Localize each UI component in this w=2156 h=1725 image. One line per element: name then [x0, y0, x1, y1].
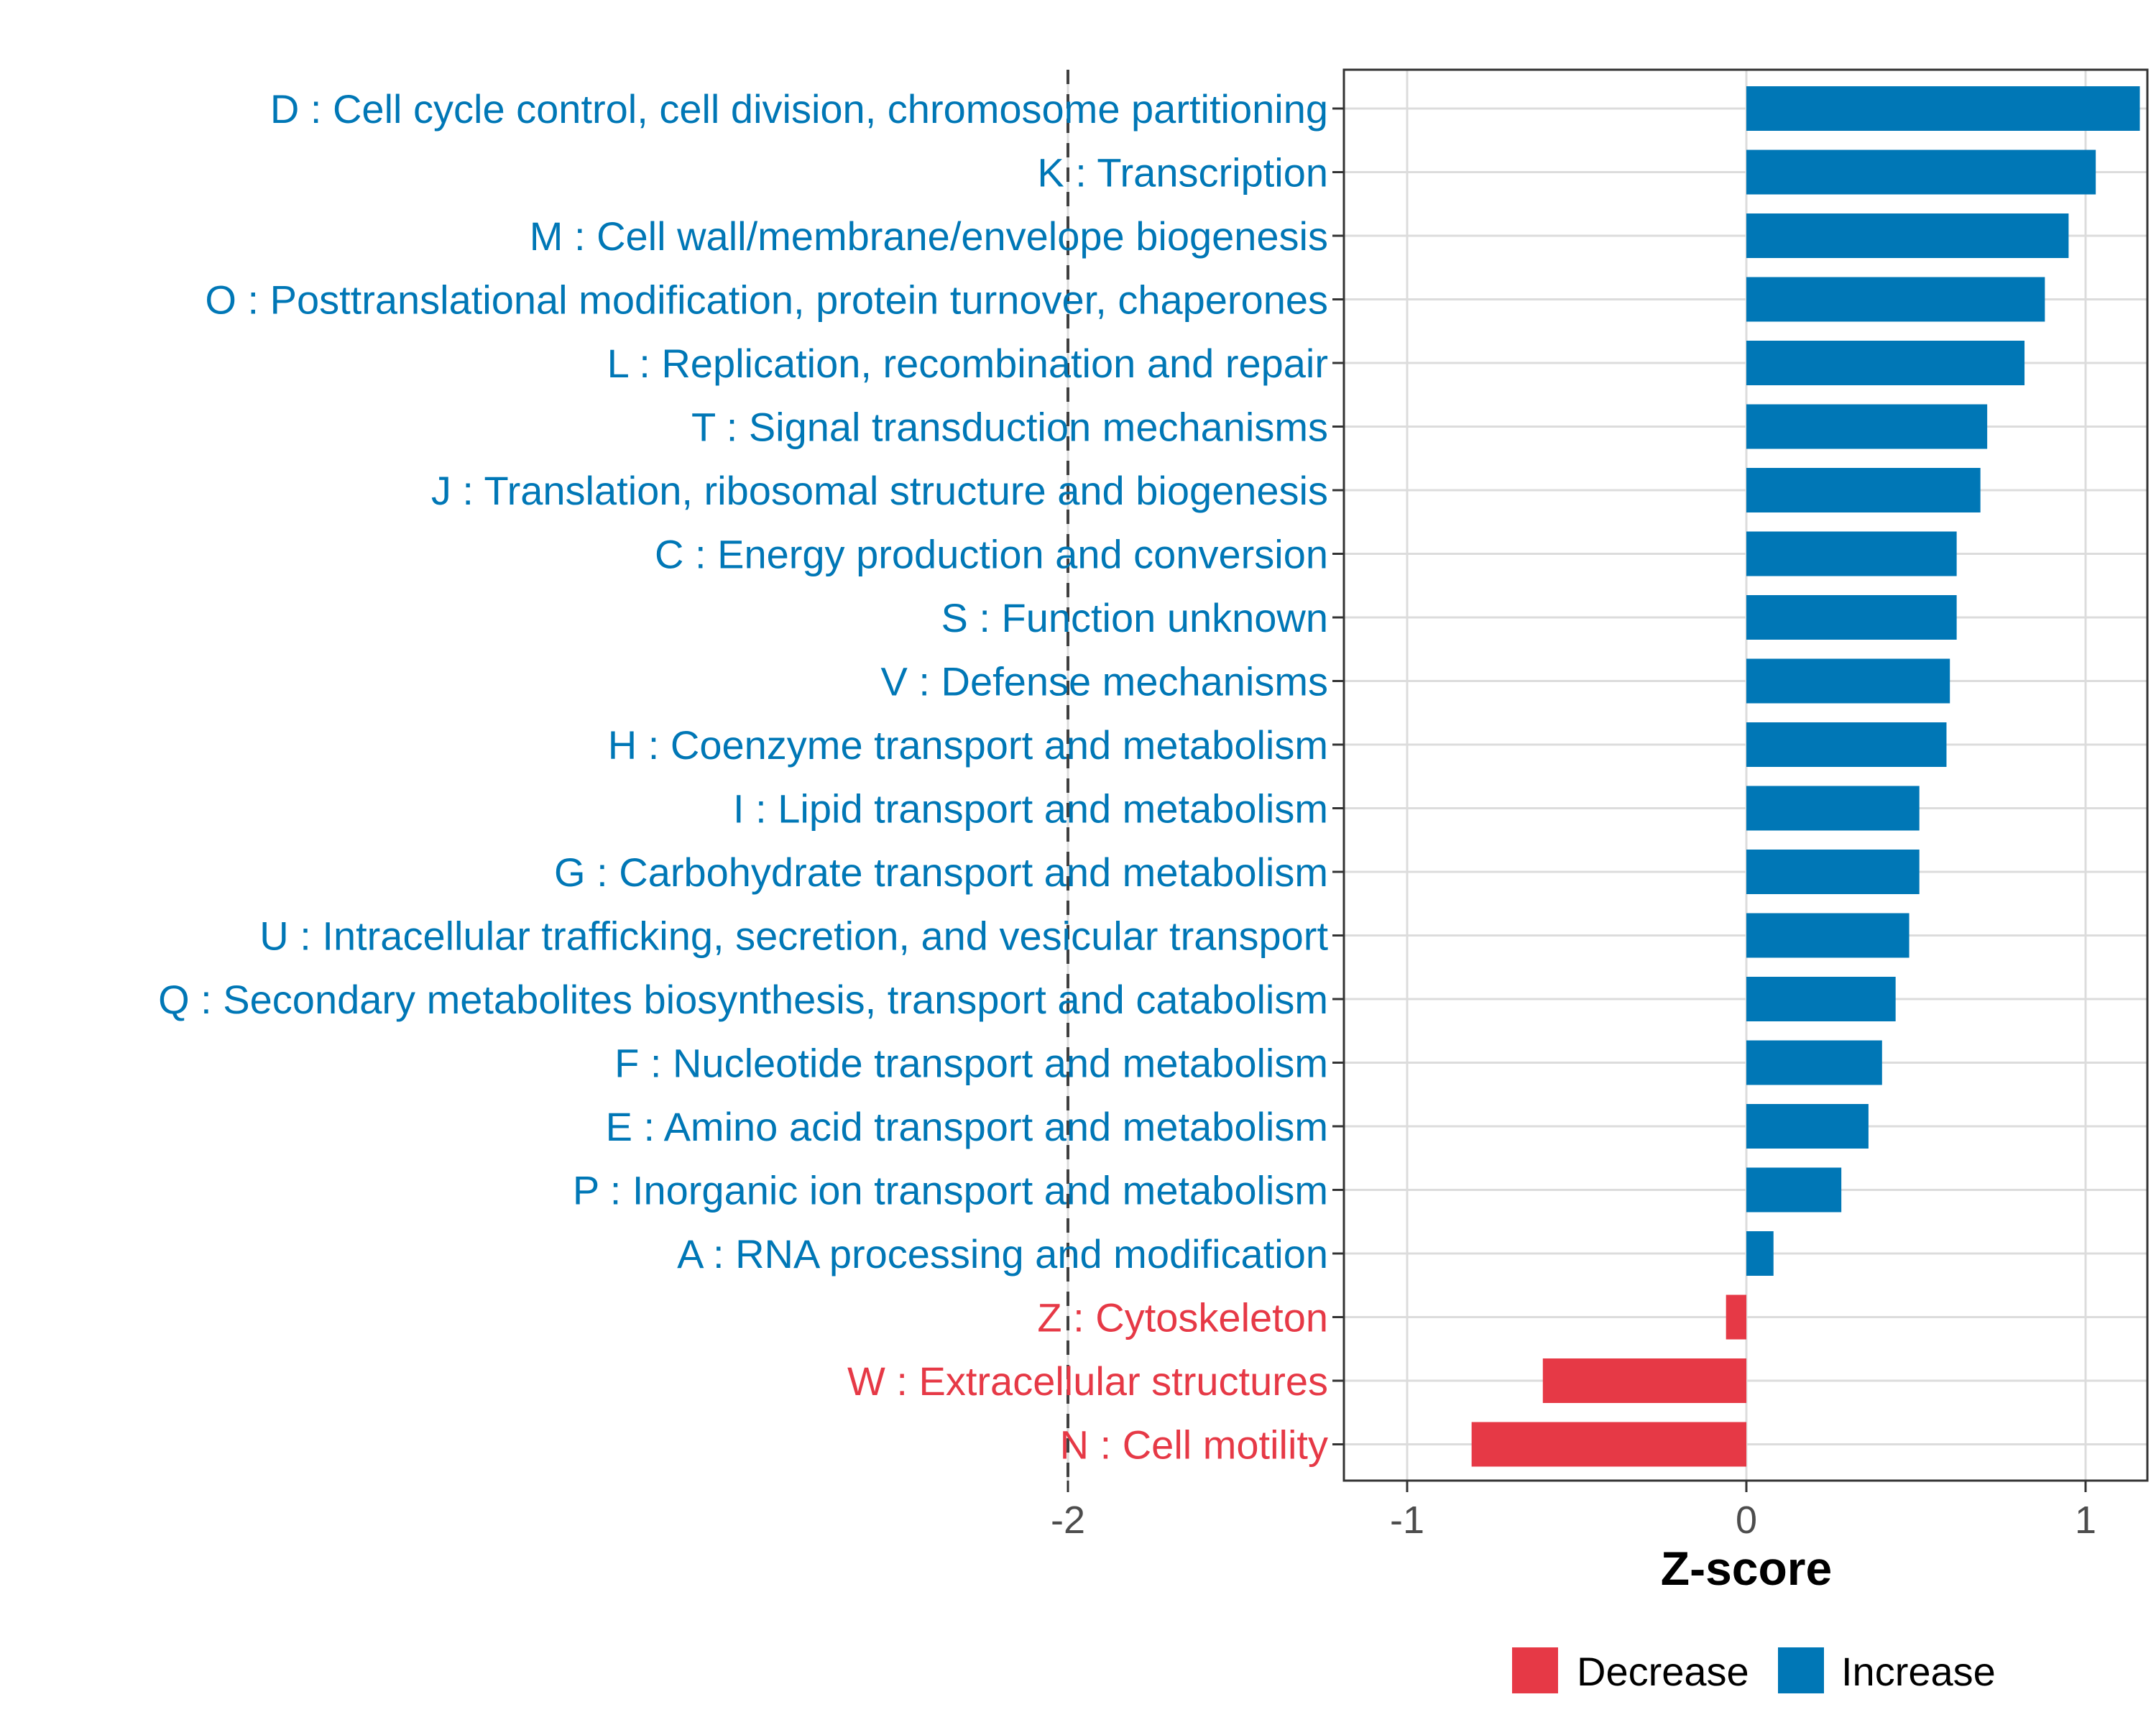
bar-12	[1746, 850, 1920, 894]
x-axis-title: Z-score	[1661, 1542, 1832, 1595]
y-label-9: V : Defense mechanisms	[881, 659, 1328, 704]
x-tick-label-2: 0	[1736, 1499, 1757, 1542]
y-label-10: H : Coenzyme transport and metabolism	[608, 722, 1328, 768]
bar-7	[1746, 531, 1957, 576]
bars	[1471, 86, 2140, 1467]
x-tick-label-3: 1	[2075, 1499, 2096, 1542]
y-label-20: W : Extracellular structures	[847, 1358, 1328, 1404]
y-label-3: O : Posttranslational modification, prot…	[205, 277, 1328, 323]
y-label-12: G : Carbohydrate transport and metabolis…	[554, 850, 1328, 895]
y-axis-category-labels: D : Cell cycle control, cell division, c…	[158, 86, 1328, 1468]
y-label-13: U : Intracellular trafficking, secretion…	[259, 914, 1328, 959]
y-label-17: P : Inorganic ion transport and metaboli…	[573, 1168, 1328, 1213]
y-label-14: Q : Secondary metabolites biosynthesis, …	[158, 977, 1328, 1022]
bar-10	[1746, 722, 1947, 767]
x-tick-label-1: -1	[1390, 1499, 1424, 1542]
y-label-2: M : Cell wall/membrane/envelope biogenes…	[530, 213, 1328, 259]
legend-swatch-increase	[1778, 1647, 1824, 1693]
bar-20	[1542, 1358, 1746, 1403]
bar-8	[1746, 595, 1957, 640]
y-label-21: N : Cell motility	[1060, 1422, 1328, 1468]
bar-9	[1746, 658, 1950, 704]
y-label-8: S : Function unknown	[941, 595, 1328, 640]
bar-5	[1746, 404, 1988, 449]
x-tick-label-0: -2	[1051, 1499, 1085, 1542]
y-label-16: E : Amino acid transport and metabolism	[606, 1104, 1328, 1149]
bar-21	[1471, 1422, 1746, 1467]
legend-label-decrease: Decrease	[1577, 1649, 1749, 1694]
bar-16	[1746, 1104, 1869, 1149]
x-axis-ticks: -2-1012	[1051, 1481, 2096, 1542]
y-label-11: I : Lipid transport and metabolism	[733, 786, 1328, 832]
bar-4	[1746, 341, 2025, 385]
y-label-19: Z : Cytoskeleton	[1037, 1295, 1328, 1340]
bar-3	[1746, 277, 2045, 322]
bar-1	[1746, 150, 2096, 195]
y-label-1: K : Transcription	[1037, 150, 1328, 196]
y-label-5: T : Signal transduction mechanisms	[691, 405, 1328, 450]
y-label-4: L : Replication, recombination and repai…	[607, 341, 1328, 386]
y-axis-ticks	[1332, 107, 1344, 1445]
bar-6	[1746, 468, 1981, 512]
bar-14	[1746, 977, 1896, 1021]
legend: Decrease Increase	[1512, 1647, 1996, 1694]
y-label-18: A : RNA processing and modification	[677, 1231, 1328, 1276]
legend-label-increase: Increase	[1841, 1649, 1996, 1694]
bar-2	[1746, 213, 2069, 258]
bar-11	[1746, 786, 1920, 831]
bar-15	[1746, 1040, 1882, 1085]
bar-13	[1746, 913, 1909, 958]
y-label-7: C : Energy production and conversion	[655, 532, 1328, 577]
y-label-0: D : Cell cycle control, cell division, c…	[270, 86, 1328, 132]
y-label-15: F : Nucleotide transport and metabolism	[614, 1041, 1328, 1086]
legend-swatch-decrease	[1512, 1647, 1558, 1693]
reference-lines	[1067, 70, 1069, 1481]
bar-17	[1746, 1167, 1842, 1213]
bar-0	[1746, 86, 2140, 131]
y-label-6: J : Translation, ribosomal structure and…	[431, 468, 1328, 513]
bar-19	[1726, 1294, 1746, 1340]
bar-18	[1746, 1231, 1774, 1276]
